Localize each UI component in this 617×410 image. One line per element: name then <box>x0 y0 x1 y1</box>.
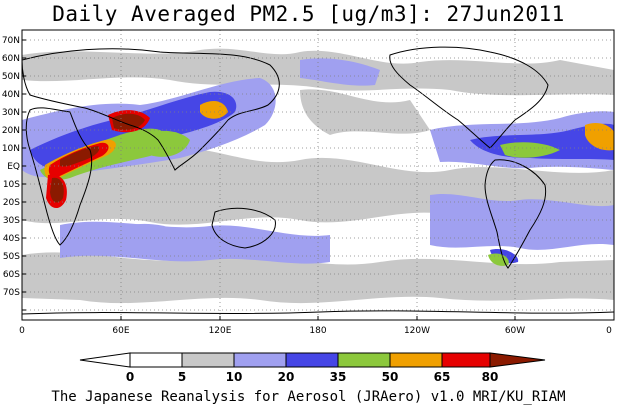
lon-label: 60E <box>112 326 129 336</box>
gray-band-pacific-north <box>300 89 430 135</box>
lat-label: 10N <box>2 144 20 154</box>
colorbar: 0 5 10 20 35 50 65 80 <box>79 352 546 384</box>
colorbar-low-arrow <box>79 352 131 368</box>
colorbar-label: 65 <box>434 370 451 384</box>
colorbar-swatch <box>389 352 443 368</box>
green-blob-india <box>145 130 190 157</box>
gray-band-southern <box>22 252 614 304</box>
colorbar-label: 10 <box>226 370 243 384</box>
colorbar-swatch <box>129 352 183 368</box>
lat-label: 60N <box>2 54 20 64</box>
colorbar-swatch <box>337 352 391 368</box>
colorbar-label: 80 <box>482 370 499 384</box>
lat-label: 60S <box>3 270 20 280</box>
pm25-field <box>22 30 614 320</box>
lat-label: 70S <box>3 288 20 298</box>
lon-label: 120E <box>209 326 232 336</box>
coastline-australia <box>211 207 276 249</box>
lon-label: 180 <box>309 326 326 336</box>
lat-label: 30N <box>2 108 20 118</box>
lat-label: 20S <box>3 198 20 208</box>
darkred-blob-central-africa <box>50 177 64 203</box>
coastline-south-america <box>484 159 547 269</box>
colorbar-swatch <box>441 352 491 368</box>
lightblue-blob-pacific <box>300 58 380 86</box>
map-title: Daily Averaged PM2.5 [ug/m3]: 27Jun2011 <box>52 2 565 26</box>
coastline-africa <box>25 107 93 246</box>
coastline-north-america <box>389 46 549 149</box>
colorbar-high-arrow <box>489 352 546 368</box>
lat-label: 10S <box>3 180 20 190</box>
axis-ticks <box>22 39 516 320</box>
coastline-antarctica <box>22 310 614 315</box>
data-source-credit: The Japanese Reanalysis for Aerosol (JRA… <box>51 389 566 405</box>
lat-label: EQ <box>7 162 20 172</box>
lon-label: 120W <box>404 326 430 336</box>
latitude-labels: 70N 60N 50N 40N 30N 20N 10N EQ 10S 20S 3… <box>2 36 20 298</box>
lat-label: 50S <box>3 252 20 262</box>
lightblue-band-south-america <box>430 193 614 250</box>
colorbar-label: 20 <box>278 370 295 384</box>
lon-label: 0 <box>606 326 612 336</box>
lon-label: 0 <box>19 326 25 336</box>
longitude-labels: 0 60E 120E 180 120W 60W 0 <box>19 326 612 336</box>
lat-label: 70N <box>2 36 20 46</box>
colorbar-label: 0 <box>126 370 134 384</box>
coastline-eurasia <box>22 48 280 171</box>
colorbar-label: 5 <box>178 370 186 384</box>
darkred-blob-india <box>112 113 145 130</box>
graticule <box>22 30 614 320</box>
lat-label: 40S <box>3 234 20 244</box>
colorbar-swatch <box>181 352 235 368</box>
lat-label: 50N <box>2 72 20 82</box>
coastlines <box>22 46 614 315</box>
darkred-band-sahel <box>60 146 100 167</box>
lat-label: 30S <box>3 216 20 226</box>
lat-label: 40N <box>2 90 20 100</box>
colorbar-swatch <box>285 352 339 368</box>
lon-label: 60W <box>505 326 525 336</box>
orange-blob-china <box>200 100 228 119</box>
colorbar-label: 35 <box>330 370 347 384</box>
lat-label: 20N <box>2 126 20 136</box>
green-blob-amazon <box>488 253 509 266</box>
lightblue-blob-south-pacific <box>130 223 200 251</box>
colorbar-label: 50 <box>382 370 399 384</box>
colorbar-swatch <box>233 352 287 368</box>
